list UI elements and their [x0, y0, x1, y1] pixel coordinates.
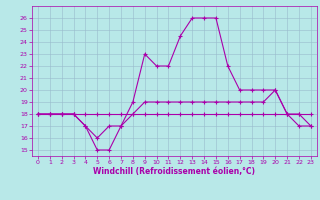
X-axis label: Windchill (Refroidissement éolien,°C): Windchill (Refroidissement éolien,°C)	[93, 167, 255, 176]
